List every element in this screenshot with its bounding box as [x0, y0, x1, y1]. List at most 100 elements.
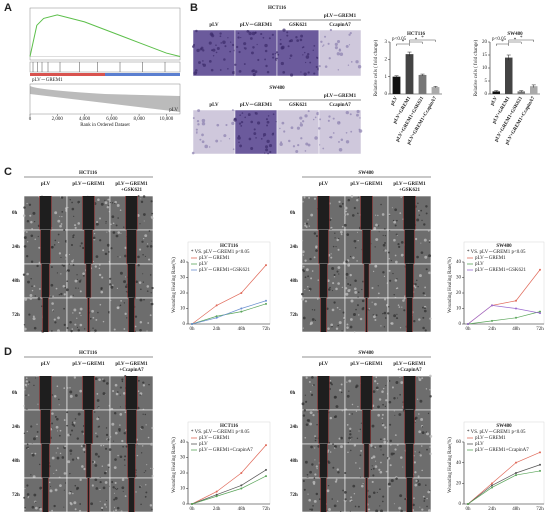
- panel-label: C: [4, 166, 12, 178]
- cell-dot: [421, 431, 425, 435]
- cell-dot: [24, 508, 26, 510]
- column-header: pLV－GREM1: [350, 362, 383, 367]
- cell-dot: [425, 212, 428, 215]
- column-header: pLV: [319, 362, 329, 367]
- cell-dot: [246, 30, 250, 33]
- cell-dot: [108, 211, 110, 213]
- cell-dot: [74, 394, 78, 397]
- cell-dot: [56, 456, 60, 460]
- cell-dot: [71, 423, 75, 426]
- cell-dot: [23, 327, 27, 331]
- cell-dot: [34, 295, 36, 297]
- cell-dot: [149, 245, 153, 248]
- cell-dot: [134, 325, 137, 328]
- cell-dot: [346, 381, 348, 383]
- cell-dot: [337, 266, 341, 269]
- point: [491, 482, 493, 485]
- cell-dot: [51, 509, 53, 512]
- cell-dot: [305, 423, 309, 426]
- cell-dot: [113, 411, 117, 415]
- cell-dot: [90, 502, 94, 506]
- cell-dot: [374, 264, 378, 268]
- point: [215, 493, 218, 496]
- cell-dot: [57, 241, 60, 244]
- cell-dot: [390, 259, 393, 262]
- cell-dot: [314, 439, 317, 442]
- wound-gap: [82, 376, 95, 410]
- point: [539, 463, 541, 466]
- block-title: SW480: [358, 351, 374, 356]
- cell-dot: [61, 264, 64, 266]
- cell-dot: [119, 455, 123, 459]
- cell-dot: [313, 197, 317, 200]
- point: [515, 461, 517, 464]
- cell-dot: [109, 202, 111, 204]
- cell-dot: [315, 234, 319, 238]
- cell-dot: [152, 467, 154, 470]
- cell-dot: [146, 290, 149, 292]
- cell-dot: [345, 44, 349, 48]
- point: [191, 503, 193, 505]
- cell-dot: [119, 413, 123, 416]
- cell-dot: [105, 506, 107, 508]
- cell-dot: [350, 318, 353, 321]
- cell-dot: [392, 452, 395, 455]
- cell-dot: [314, 136, 318, 140]
- cell-dot: [356, 199, 359, 202]
- cell-dot: [425, 484, 427, 486]
- cell-dot: [305, 376, 308, 379]
- y-tick-label: 40: [456, 260, 462, 265]
- cell-dot: [118, 428, 121, 431]
- cell-dot: [283, 130, 286, 133]
- cell-dot: [303, 72, 307, 76]
- cell-dot: [384, 234, 387, 237]
- cell-dot: [330, 383, 333, 386]
- cell-dot: [208, 41, 212, 45]
- cell-dot: [421, 426, 424, 428]
- metric-frame: [29, 83, 181, 115]
- cell-dot: [416, 218, 420, 222]
- cell-dot: [414, 471, 417, 474]
- cell-dot: [319, 118, 322, 121]
- series-line: [191, 300, 267, 325]
- sig-bracket: [496, 43, 509, 46]
- cell-dot: [417, 202, 419, 205]
- y-tick-label: 5: [485, 79, 488, 84]
- cell-dot: [429, 446, 431, 448]
- cell-dot: [256, 43, 258, 46]
- cell-dot: [375, 509, 379, 512]
- legend-label: pLV－GREM1: [475, 256, 506, 261]
- cell-dot: [378, 231, 380, 233]
- cell-dot: [382, 387, 385, 390]
- row-label: 72h: [290, 493, 298, 498]
- cell-dot: [330, 217, 332, 220]
- cell-dot: [396, 287, 399, 289]
- x-tick-label: 72h: [536, 327, 544, 332]
- point: [491, 304, 493, 307]
- cell-dot: [34, 221, 36, 223]
- group-label: pLV－GREM1: [324, 94, 357, 99]
- cell-dot: [24, 506, 26, 509]
- y-tick-label: 0: [183, 322, 186, 327]
- cell-dot: [357, 291, 360, 294]
- cell-dot: [201, 118, 206, 123]
- cell-dot: [305, 226, 308, 228]
- point: [265, 475, 267, 478]
- cell-dot: [124, 495, 127, 498]
- cell-dot: [37, 235, 39, 238]
- cell-dot: [400, 456, 403, 459]
- x-tick-label: 48h: [238, 327, 246, 332]
- cell-dot: [307, 143, 311, 147]
- cell-dot: [102, 486, 106, 490]
- cell-dot: [230, 41, 232, 43]
- point: [265, 444, 267, 447]
- cell-dot: [69, 449, 73, 453]
- cell-dot: [105, 470, 107, 473]
- legend-label: pLV－GREM1: [199, 436, 230, 441]
- row-label: 48h: [12, 279, 20, 284]
- cell-dot: [97, 311, 99, 314]
- cell-dot: [143, 237, 145, 240]
- cell-dot: [350, 496, 353, 499]
- cell-dot: [112, 231, 116, 234]
- block-title: HCT116: [79, 351, 98, 356]
